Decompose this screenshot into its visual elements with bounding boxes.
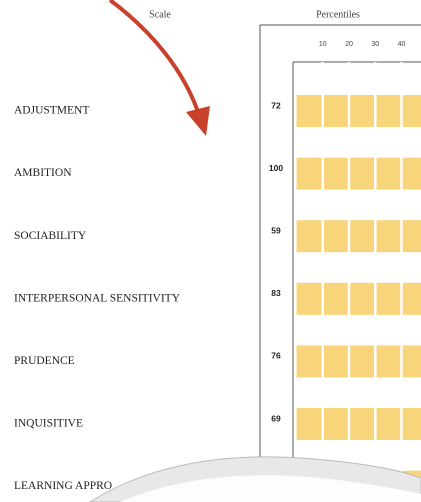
category-label: LEARNING APPRO [14,480,112,492]
value-label: 100 [269,163,283,173]
category-label: SOCIABILITY [14,230,87,242]
page: {"chart_data": {"type": "bar", "orientat… [0,0,421,502]
x-tick-label: 40 [398,41,406,48]
value-label: 59 [271,225,281,235]
category-label: AMBITION [14,167,72,179]
x-tick-label: 10 [319,41,327,48]
category-label: PRUDENCE [14,355,75,367]
axis-header: Percentiles [316,9,360,20]
label-header: Scale [149,9,171,20]
value-label: 76 [271,351,281,361]
chart: Scale Percentiles ADJUSTMENT 72 AMBITION 10… [0,0,421,502]
x-tick-label: 20 [345,41,353,48]
category-label: ADJUSTMENT [14,105,89,117]
category-label: INQUISITIVE [14,418,83,430]
category-label: INTERPERSONAL SENSITIVITY [14,292,181,304]
plot: ADJUSTMENT 72 AMBITION 100 SOCIABILITY 59 INTE… [14,41,421,502]
value-label: 83 [271,288,281,298]
x-tick-label: 30 [371,41,379,48]
value-label: 69 [271,413,281,423]
arrowhead [186,106,210,136]
value-label: 72 [271,100,281,110]
